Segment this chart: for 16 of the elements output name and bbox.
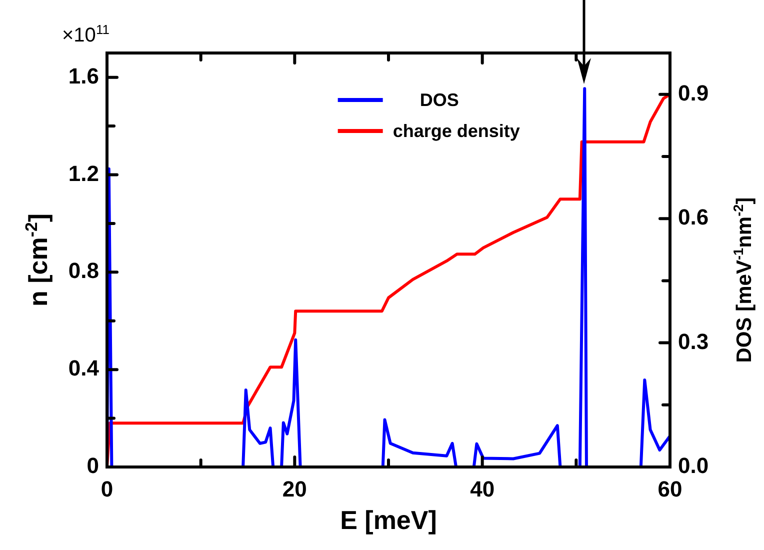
legend-label: charge density	[392, 120, 520, 141]
y2-tick-label: 0.6	[678, 204, 709, 230]
y-tick-label: 0	[86, 453, 99, 478]
y-tick-label: 0.8	[68, 258, 99, 284]
x-tick-label: 40	[470, 476, 495, 502]
y2-tick-label: 0.0	[678, 453, 709, 478]
y2-tick-label: 0.3	[678, 328, 709, 354]
text: ×10$^{11}$	[62, 22, 110, 48]
y2-tick-label: 0.9	[678, 80, 709, 106]
legend-label: DOS	[420, 90, 459, 110]
y-tick-label: 1.2	[68, 160, 99, 186]
x-tick-label: 60	[658, 476, 682, 502]
y-tick-label: 1.6	[68, 63, 99, 88]
x-tick-label: 20	[282, 476, 307, 502]
y-tick-label: 0.4	[68, 356, 100, 381]
x-axis-title: E [meV]	[340, 505, 437, 536]
